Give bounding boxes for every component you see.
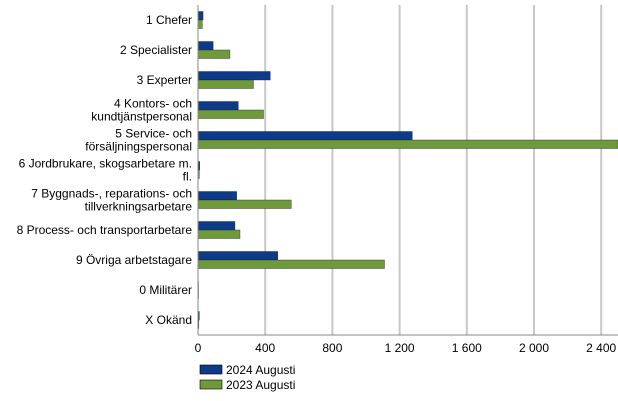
bar [197,199,292,209]
y-tick-label: 9 Övriga arbetstagare [76,253,192,267]
y-tick-label: 3 Experter [137,73,192,87]
bar [197,41,214,51]
bar [197,251,279,261]
legend-label: 2023 Augusti [226,378,295,392]
x-tick-label: 800 [322,341,342,355]
bar [197,229,241,239]
y-tick-label: 0 Militärer [139,283,192,297]
bar [197,191,237,201]
x-tick-label: 400 [255,341,275,355]
bar [197,79,254,89]
bar [197,11,204,21]
x-tick-label: 1 200 [385,341,415,355]
bar [197,259,385,269]
legend-swatch [199,379,223,390]
y-tick-label: 6 Jordbrukare, skogsarbetare m. fl. [19,157,192,184]
bar [197,49,231,59]
bar [197,221,236,231]
x-tick-label: 1 600 [452,341,482,355]
bar [197,131,413,141]
bar [197,139,618,149]
y-tick-label: 7 Byggnads-, reparations- och tillverknin… [31,187,192,214]
y-tick-label: 1 Chefer [146,13,192,27]
legend-swatch [199,364,223,375]
y-tick-label: 4 Kontors- och kundtjänstpersonal [91,97,192,124]
bar [197,71,271,81]
x-tick-label: 0 [195,341,202,355]
legend-label: 2024 Augusti [226,363,295,377]
y-tick-label: 5 Service- och försäljningspersonal [85,127,192,154]
x-tick-label: 2 400 [586,341,616,355]
y-tick-label: X Okänd [145,313,192,327]
y-tick-label: 8 Process- och transportarbetare [17,223,193,237]
x-tick-label: 2 000 [519,341,549,355]
bar [197,109,264,119]
y-tick-label: 2 Specialister [120,43,192,57]
bar [197,101,239,111]
bar [197,19,203,29]
